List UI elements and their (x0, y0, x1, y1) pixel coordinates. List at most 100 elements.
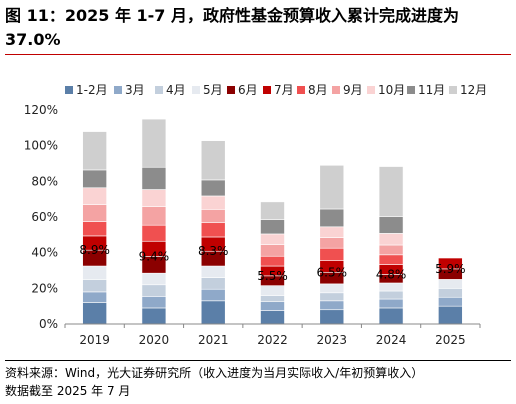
data-label-2019: 8.9% (79, 243, 110, 257)
bar-stack-2023 (319, 164, 345, 325)
x-tick-label: 2022 (257, 333, 288, 347)
data-labels: 8.9% 9.4% 8.3% 5.5% 6.5% 4.8% 5.9% (79, 243, 465, 283)
chart-legend: 1-2月 3月 4月 5月 6月 7月 8月 9月 10月 11月 12月 (65, 83, 487, 97)
bar-segment-3 (82, 291, 107, 303)
y-tick-label: 100% (24, 139, 58, 153)
legend-label: 8月 (308, 83, 328, 97)
legend-item-12: 12月 (449, 83, 487, 97)
y-axis: 0% 20% 40% 60% 80% 100% 120% (24, 103, 58, 331)
bar-segment-9 (260, 244, 285, 257)
bar-segment-3 (378, 298, 404, 309)
bar-segment-7 (438, 257, 463, 270)
bar-segment-12 (260, 201, 285, 220)
bar-segment-1-2 (438, 305, 463, 325)
bar-segment-10 (260, 233, 285, 245)
legend-item-11: 11月 (407, 83, 445, 97)
legend-label: 9月 (343, 83, 363, 97)
x-axis: 2019 2020 2021 2022 2023 2024 2025 (64, 323, 481, 347)
bar-segment-9 (319, 237, 345, 249)
bar-segment-5 (200, 265, 226, 278)
stacked-bar-chart: 1-2月 3月 4月 5月 6月 7月 8月 9月 10月 11月 12月 0% 20% 40% 60% 8… (24, 83, 488, 347)
bar-segment-12 (141, 118, 167, 168)
bar-segment-12 (319, 164, 345, 210)
bar-segment-1-2 (82, 302, 107, 325)
bar-segment-4 (438, 288, 463, 298)
legend-label: 10月 (378, 83, 405, 97)
bar-segment-8 (82, 221, 107, 237)
bar-stack-2024 (378, 166, 404, 325)
legend-swatch (227, 86, 235, 94)
legend-swatch (407, 86, 415, 94)
bar-segment-3 (141, 296, 167, 309)
legend-item-8: 8月 (297, 83, 328, 97)
y-tick-label: 20% (31, 281, 58, 295)
source-line: 资料来源：Wind，光大证券研究所（收入进度为当月实际收入/年初预算收入） (5, 366, 424, 380)
legend-label: 5月 (203, 83, 223, 97)
legend-swatch (297, 86, 305, 94)
legend-item-5: 5月 (192, 83, 223, 97)
bar-segment-4 (82, 279, 107, 293)
legend-label: 3月 (125, 83, 145, 97)
bar-segment-11 (260, 219, 285, 235)
bar-segment-1-2 (319, 309, 345, 325)
bar-segment-1-2 (378, 307, 404, 325)
bar-stack-2021 (200, 140, 226, 325)
footer-divider (5, 360, 511, 361)
bar-segment-9 (378, 244, 404, 256)
bar-segment-5 (319, 283, 345, 294)
legend-swatch (155, 86, 163, 94)
bar-segment-8 (141, 224, 167, 242)
bar-segment-1-2 (141, 307, 167, 325)
bar-segment-8 (378, 254, 404, 265)
legend-swatch (192, 86, 200, 94)
legend-item-9: 9月 (332, 83, 363, 97)
bar-segment-10 (82, 187, 107, 205)
x-tick-label: 2019 (79, 333, 110, 347)
bar-segment-12 (82, 131, 107, 171)
bar-segment-10 (319, 226, 345, 238)
legend-swatch (449, 86, 457, 94)
bar-segment-8 (319, 247, 345, 261)
legend-label: 12月 (460, 83, 487, 97)
legend-label: 6月 (238, 83, 258, 97)
legend-label: 4月 (166, 83, 186, 97)
bar-segment-11 (378, 216, 404, 234)
bar-segment-3 (260, 301, 285, 311)
data-cutoff-line: 数据截至 2025 年 7 月 (5, 384, 131, 398)
legend-swatch (332, 86, 340, 94)
bar-segment-1-2 (260, 310, 285, 325)
data-label-2024: 4.8% (376, 267, 407, 281)
x-tick-label: 2025 (435, 333, 466, 347)
x-tick-label: 2020 (139, 333, 170, 347)
bar-segment-4 (319, 292, 345, 302)
bar-segment-10 (141, 189, 167, 207)
bar-segment-11 (200, 179, 226, 197)
legend-item-4: 4月 (155, 83, 186, 97)
bar-segment-4 (260, 295, 285, 303)
data-label-2022: 5.5% (257, 269, 288, 283)
bar-segment-5 (438, 279, 463, 289)
y-tick-label: 120% (24, 103, 58, 117)
y-tick-label: 40% (31, 246, 58, 260)
bar-segment-5 (82, 265, 107, 280)
data-label-2020: 9.4% (139, 249, 170, 263)
bar-segment-5 (141, 272, 167, 286)
y-tick-label: 60% (31, 210, 58, 224)
legend-swatch (263, 86, 271, 94)
legend-swatch (367, 86, 375, 94)
bar-segment-8 (260, 255, 285, 267)
x-tick-label: 2021 (198, 333, 229, 347)
bar-segment-12 (378, 166, 404, 217)
bar-segment-11 (82, 169, 107, 189)
legend-item-1-2: 1-2月 (65, 83, 108, 97)
bar-segment-3 (319, 300, 345, 311)
title-divider (5, 54, 511, 55)
legend-item-10: 10月 (367, 83, 405, 97)
legend-label: 11月 (418, 83, 445, 97)
bar-segment-4 (200, 277, 226, 290)
x-tick-label: 2024 (376, 333, 407, 347)
legend-item-6: 6月 (227, 83, 258, 97)
bar-segment-3 (438, 296, 463, 307)
bar-stacks (82, 118, 463, 325)
bar-stack-2025 (438, 257, 463, 325)
